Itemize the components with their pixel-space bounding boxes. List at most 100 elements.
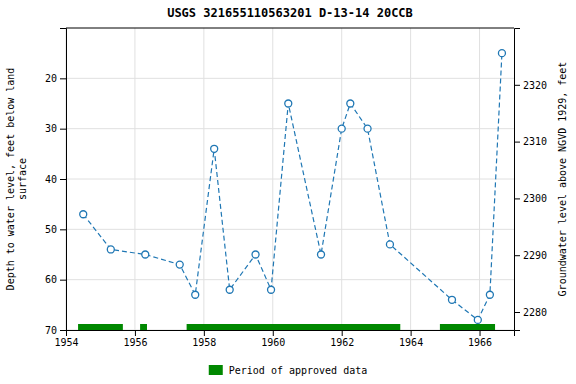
tick-label: 2310 xyxy=(523,136,547,147)
grid-line xyxy=(66,78,514,79)
grid xyxy=(66,28,514,330)
tick-mark xyxy=(60,280,66,281)
data-point xyxy=(486,291,493,298)
tick: 2280 xyxy=(514,307,547,318)
legend-swatch xyxy=(209,365,223,375)
data-point xyxy=(80,211,87,218)
tick-mark xyxy=(514,142,520,143)
tspan-part: Depth to water level, feet below land xyxy=(5,68,16,291)
tick: 70 xyxy=(45,325,66,336)
approved-bar xyxy=(78,324,123,330)
data-point xyxy=(285,100,292,107)
title: USGS 321655110563201 D-13-14 20CCB xyxy=(167,6,413,20)
tick-mark xyxy=(342,330,343,336)
tick-mark xyxy=(411,330,412,336)
tick-mark xyxy=(60,129,66,130)
tick-label: 30 xyxy=(45,123,57,134)
y2-axis: 2280 2290 2300 2310 2320 xyxy=(514,29,547,331)
tick-label: 1956 xyxy=(123,337,147,348)
data-point xyxy=(318,251,325,258)
tick-mark xyxy=(60,330,66,331)
plot-area: 1954 1956 1958 1960 1962 1964 1966 20 30 40 50 60 70… xyxy=(5,28,568,348)
tick-label: 20 xyxy=(45,73,57,84)
tick-mark xyxy=(514,255,520,256)
tick: 1966 xyxy=(468,330,492,348)
tick-mark xyxy=(273,330,274,336)
tick-label: 1964 xyxy=(399,337,423,348)
data-point xyxy=(474,316,481,323)
tick-mark xyxy=(480,330,481,336)
tick: 40 xyxy=(45,174,66,185)
data-point xyxy=(176,261,183,268)
data-point xyxy=(226,286,233,293)
data-point xyxy=(448,296,455,303)
tick-label: 2290 xyxy=(523,250,547,261)
tick-label: 40 xyxy=(45,174,57,185)
approved-bar xyxy=(440,324,495,330)
data-point xyxy=(107,246,114,253)
tick-mark xyxy=(514,312,520,313)
tick-mark xyxy=(60,78,66,79)
grid-line xyxy=(66,229,514,230)
tick-mark xyxy=(514,198,520,199)
tick-label: 70 xyxy=(45,325,57,336)
tick-label: 1954 xyxy=(54,337,78,348)
tick-label: 50 xyxy=(45,224,57,235)
tick-label: 1962 xyxy=(330,337,354,348)
axis-line xyxy=(67,331,515,337)
tick: 2300 xyxy=(514,193,547,204)
tick-label: 2280 xyxy=(523,307,547,318)
data-point xyxy=(211,145,218,152)
legend-item: Period of approved data xyxy=(209,365,367,376)
tick-mark xyxy=(60,179,66,180)
axis-line xyxy=(60,29,67,331)
tick: 30 xyxy=(45,123,66,134)
data-point xyxy=(192,291,199,298)
grid-line xyxy=(66,279,514,280)
data-line xyxy=(83,53,502,320)
tspan-part: surface xyxy=(17,158,28,200)
tick-label: 60 xyxy=(45,274,57,285)
y-axis: 20 30 40 50 60 70 xyxy=(45,29,67,336)
grid-line xyxy=(66,128,514,129)
tick-label: 1958 xyxy=(192,337,216,348)
tick-label: 1960 xyxy=(261,337,285,348)
tick: 60 xyxy=(45,274,66,285)
plot-frame xyxy=(66,28,514,29)
marks xyxy=(78,50,505,330)
data-point xyxy=(268,286,275,293)
data-point xyxy=(364,125,371,132)
tick: 2310 xyxy=(514,136,547,147)
tick: 2290 xyxy=(514,250,547,261)
tick-label: 1966 xyxy=(468,337,492,348)
axis-line xyxy=(515,29,521,331)
legend: Period of approved data xyxy=(209,365,367,376)
approved-bar xyxy=(140,324,147,330)
y-axis-label: Depth to water level, feet below landsur… xyxy=(5,68,28,291)
data-point xyxy=(386,241,393,248)
data-point xyxy=(347,100,354,107)
data-point xyxy=(142,251,149,258)
tick-mark xyxy=(514,85,520,86)
x-axis: 1954 1956 1958 1960 1962 1964 1966 xyxy=(54,330,514,348)
data-point xyxy=(498,50,505,57)
tick-label: 2300 xyxy=(523,193,547,204)
y2-axis-label: Groundwater level above NGVD 1929, feet xyxy=(557,62,568,297)
tick: 1960 xyxy=(261,330,285,348)
tick-label: 2320 xyxy=(523,80,547,91)
legend-label: Period of approved data xyxy=(229,365,367,376)
tick: 1962 xyxy=(330,330,354,348)
tick: 2320 xyxy=(514,80,547,91)
tick: 1958 xyxy=(192,330,216,348)
tick: 1956 xyxy=(123,330,147,348)
tick-mark xyxy=(204,330,205,336)
data-point xyxy=(252,251,259,258)
chart: 1954 1956 1958 1960 1962 1964 1966 20 30 40 50 60 70… xyxy=(0,0,576,384)
grid-line xyxy=(66,179,514,180)
tick: 1954 xyxy=(54,330,78,348)
tick: 20 xyxy=(45,73,66,84)
approved-bar xyxy=(187,324,401,330)
tick-mark xyxy=(60,229,66,230)
tick: 1964 xyxy=(399,330,423,348)
tick-mark xyxy=(135,330,136,336)
